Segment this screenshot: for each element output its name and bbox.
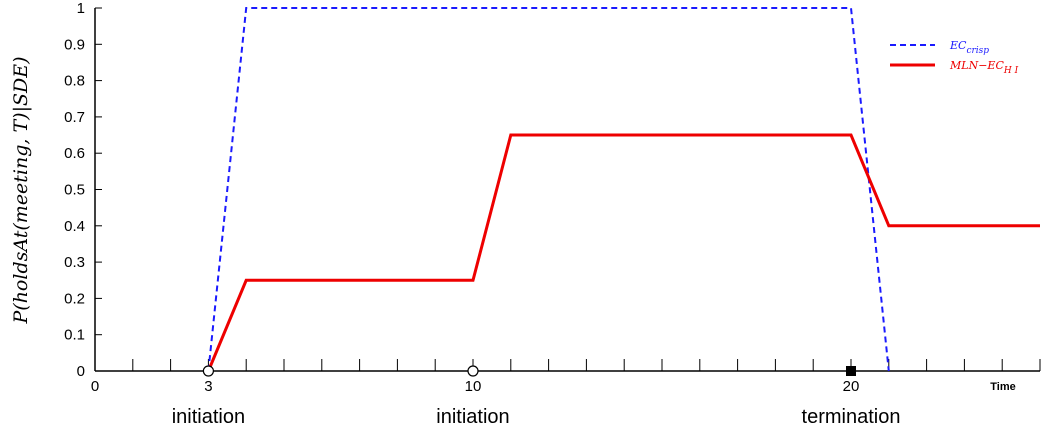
x-tick-label: 10 xyxy=(465,378,482,395)
event-annotation-label: initiation xyxy=(436,406,509,428)
y-tick-label: 0.1 xyxy=(64,327,85,344)
y-tick-label: 0.3 xyxy=(64,254,85,271)
legend: ECcrisp MLN−ECH I xyxy=(890,39,1019,76)
y-tick-label: 0.5 xyxy=(64,182,85,199)
event-annotations: initiation initiation termination xyxy=(172,406,901,428)
y-tick-label: 0.7 xyxy=(64,109,85,126)
legend-entry-label: ECcrisp xyxy=(949,39,989,56)
x-axis-label: Time xyxy=(990,381,1015,393)
y-tick-label: 0 xyxy=(77,363,85,380)
y-tick-label: 0.8 xyxy=(64,73,85,90)
y-ticks: 0 0.1 0.2 0.3 0.4 0.5 0.6 0.7 0.8 0.9 1 xyxy=(64,0,102,380)
x-tick-label: 3 xyxy=(204,378,212,395)
series-line-ec-crisp xyxy=(207,7,890,372)
y-tick-label: 0.9 xyxy=(64,36,85,53)
y-tick-label: 0.2 xyxy=(64,290,85,307)
legend-entry-label: MLN−ECH I xyxy=(949,59,1019,76)
y-axis-label-text: P(holdsAt(meeting, T)|SDE) xyxy=(10,56,32,324)
initiation-marker xyxy=(202,365,214,377)
x-ticks: 0 3 10 20 xyxy=(91,359,1041,395)
y-tick-label: 1 xyxy=(77,0,85,17)
y-tick-label: 0.6 xyxy=(64,145,85,162)
series-layer xyxy=(207,7,1040,372)
axes xyxy=(94,8,1040,372)
y-axis-label: P(holdsAt(meeting, T)|SDE) xyxy=(10,56,32,324)
x-tick-label: 0 xyxy=(91,378,99,395)
event-annotation-label: initiation xyxy=(172,406,245,428)
y-tick-label: 0.4 xyxy=(64,218,85,235)
series-line-mln-ec-hi xyxy=(207,133,1040,372)
event-markers xyxy=(202,365,856,377)
initiation-marker xyxy=(467,365,479,377)
event-annotation-label: termination xyxy=(802,406,901,428)
termination-marker xyxy=(846,366,856,376)
x-tick-label: 20 xyxy=(843,378,860,395)
